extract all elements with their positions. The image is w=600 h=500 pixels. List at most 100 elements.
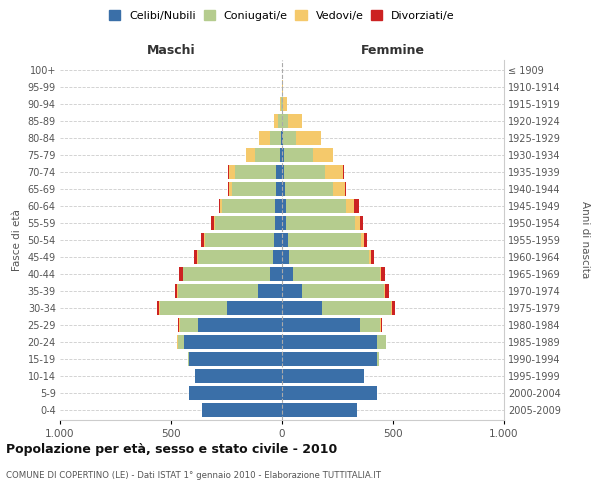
Bar xyxy=(380,318,381,332)
Bar xyxy=(286,199,346,213)
Bar xyxy=(282,267,293,281)
Bar xyxy=(343,165,344,179)
Bar xyxy=(354,199,359,213)
Bar xyxy=(204,233,205,247)
Bar xyxy=(274,114,278,128)
Bar xyxy=(333,182,345,196)
Bar xyxy=(302,284,384,298)
Bar xyxy=(283,97,287,111)
Bar xyxy=(197,250,273,264)
Bar xyxy=(194,250,197,264)
Bar xyxy=(282,403,358,417)
Bar xyxy=(180,318,197,332)
Bar xyxy=(282,301,322,315)
Bar xyxy=(345,182,346,196)
Bar xyxy=(281,97,282,111)
Bar xyxy=(282,335,377,349)
Bar xyxy=(381,318,382,332)
Bar xyxy=(179,318,180,332)
Text: Femmine: Femmine xyxy=(361,44,425,58)
Bar xyxy=(270,131,281,145)
Bar xyxy=(332,148,333,162)
Bar xyxy=(282,318,360,332)
Bar xyxy=(280,148,282,162)
Legend: Celibi/Nubili, Coniugati/e, Vedovi/e, Divorziati/e: Celibi/Nubili, Coniugati/e, Vedovi/e, Di… xyxy=(107,8,457,23)
Text: Popolazione per età, sesso e stato civile - 2010: Popolazione per età, sesso e stato civil… xyxy=(6,442,337,456)
Bar xyxy=(257,284,282,298)
Bar xyxy=(188,352,189,366)
Bar xyxy=(178,284,257,298)
Bar xyxy=(275,199,282,213)
Y-axis label: Anni di nascita: Anni di nascita xyxy=(580,202,590,278)
Bar xyxy=(364,233,367,247)
Text: COMUNE DI COPERTINO (LE) - Dati ISTAT 1° gennaio 2010 - Elaborazione TUTTITALIA.: COMUNE DI COPERTINO (LE) - Dati ISTAT 1°… xyxy=(6,471,381,480)
Bar xyxy=(293,267,380,281)
Bar xyxy=(360,216,363,230)
Bar xyxy=(377,335,386,349)
Bar xyxy=(228,182,229,196)
Bar xyxy=(282,199,286,213)
Bar xyxy=(282,352,377,366)
Bar xyxy=(282,165,284,179)
Bar xyxy=(361,233,364,247)
Bar xyxy=(179,267,183,281)
Bar xyxy=(274,233,282,247)
Bar xyxy=(282,250,289,264)
Bar xyxy=(360,318,380,332)
Bar xyxy=(235,165,277,179)
Bar xyxy=(286,216,355,230)
Bar xyxy=(355,216,360,230)
Bar xyxy=(282,148,284,162)
Bar xyxy=(313,148,332,162)
Bar xyxy=(282,386,377,400)
Bar xyxy=(282,131,283,145)
Bar xyxy=(371,250,374,264)
Bar xyxy=(368,250,371,264)
Bar xyxy=(282,369,364,383)
Bar xyxy=(259,131,270,145)
Bar xyxy=(219,199,220,213)
Bar xyxy=(282,182,286,196)
Bar xyxy=(184,335,282,349)
Bar xyxy=(287,233,361,247)
Bar xyxy=(176,335,178,349)
Bar xyxy=(215,216,275,230)
Bar xyxy=(346,199,354,213)
Bar xyxy=(229,182,232,196)
Bar xyxy=(382,267,385,281)
Bar xyxy=(222,199,275,213)
Bar xyxy=(205,233,274,247)
Bar xyxy=(281,131,282,145)
Bar xyxy=(391,301,392,315)
Bar xyxy=(392,301,395,315)
Bar xyxy=(283,114,288,128)
Bar xyxy=(273,250,282,264)
Bar xyxy=(160,301,227,315)
Bar xyxy=(278,114,281,128)
Bar xyxy=(282,97,283,111)
Bar xyxy=(289,250,368,264)
Bar xyxy=(384,284,385,298)
Bar xyxy=(385,284,389,298)
Bar xyxy=(277,165,282,179)
Bar xyxy=(227,301,282,315)
Bar xyxy=(197,318,282,332)
Bar xyxy=(275,216,282,230)
Bar xyxy=(159,301,160,315)
Bar xyxy=(229,165,235,179)
Bar xyxy=(296,131,321,145)
Bar xyxy=(201,233,204,247)
Y-axis label: Fasce di età: Fasce di età xyxy=(12,209,22,271)
Bar xyxy=(232,182,277,196)
Bar xyxy=(256,148,280,162)
Bar xyxy=(325,165,343,179)
Bar xyxy=(282,284,302,298)
Bar xyxy=(288,114,302,128)
Text: Maschi: Maschi xyxy=(146,44,196,58)
Bar xyxy=(380,267,382,281)
Bar xyxy=(284,165,325,179)
Bar xyxy=(282,216,286,230)
Bar xyxy=(277,182,282,196)
Bar xyxy=(282,233,287,247)
Bar xyxy=(286,182,333,196)
